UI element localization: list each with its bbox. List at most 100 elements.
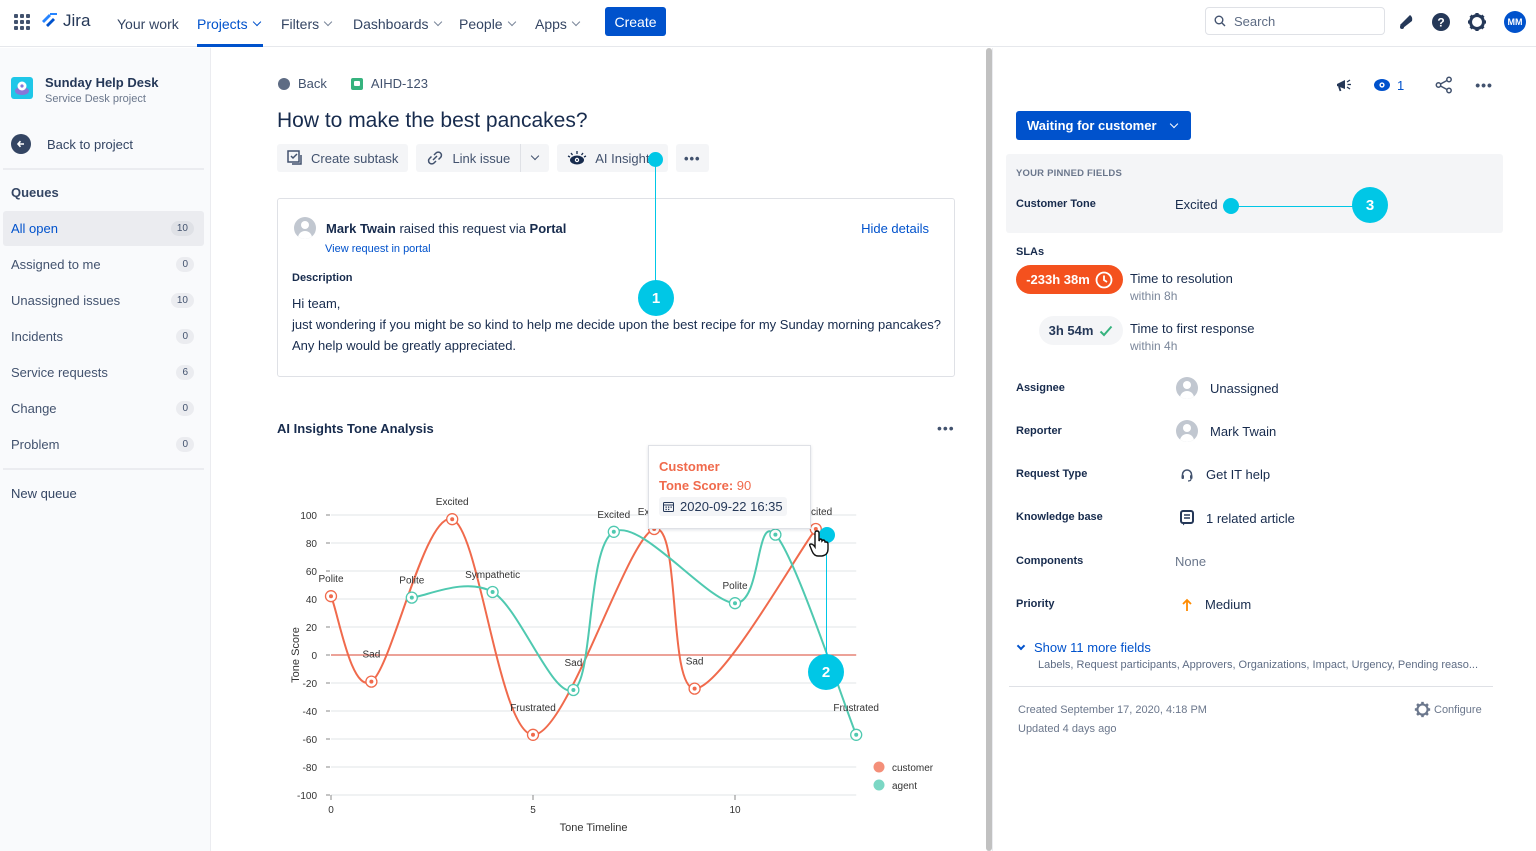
priority-label: Priority bbox=[1016, 598, 1055, 610]
tone-analysis-chart[interactable]: 100 80 60 40 20 0 -20 -40 -60 -80 -100 0 5 10 Tone Tim… bbox=[212, 48, 986, 851]
create-button[interactable]: Create bbox=[605, 7, 666, 36]
raised-text: Mark Twain raised this request via Porta… bbox=[326, 221, 566, 236]
chevron-down-icon bbox=[1169, 119, 1178, 128]
reporter-name[interactable]: Mark Twain bbox=[326, 220, 396, 236]
user-avatar[interactable]: MM bbox=[1504, 11, 1526, 33]
back-arrow-icon[interactable] bbox=[278, 77, 290, 90]
nav-your-work[interactable]: Your work bbox=[117, 0, 179, 47]
share-icon[interactable] bbox=[1434, 75, 1454, 95]
chart-more-icon[interactable]: ••• bbox=[937, 420, 955, 436]
channel-name: Portal bbox=[529, 220, 567, 236]
notifications-icon[interactable] bbox=[1396, 12, 1416, 32]
reporter-value[interactable]: Mark Twain bbox=[1176, 420, 1276, 442]
customer-tone-value[interactable]: Excited bbox=[1175, 197, 1218, 212]
assignee-value[interactable]: Unassigned bbox=[1176, 377, 1279, 399]
description-label: Description bbox=[292, 272, 353, 284]
queue-label: Change bbox=[11, 401, 57, 416]
annotation-dot-3 bbox=[1223, 198, 1239, 214]
point-label: Excited bbox=[597, 510, 630, 521]
annotation-marker-3: 3 bbox=[1352, 187, 1388, 223]
queue-item-assigned-to-me[interactable]: Assigned to me 0 bbox=[3, 247, 204, 282]
issue-details-panel: 1 ••• Waiting for customer YOUR PINNED F… bbox=[993, 48, 1536, 851]
legend-swatch-agent[interactable] bbox=[873, 779, 885, 791]
new-queue-link[interactable]: New queue bbox=[11, 486, 77, 501]
pinned-fields-heading: YOUR PINNED FIELDS bbox=[1016, 168, 1122, 179]
link-issue-button[interactable]: Link issue bbox=[416, 144, 520, 172]
queue-count: 0 bbox=[176, 257, 194, 272]
search-placeholder: Search bbox=[1234, 13, 1276, 29]
show-more-label: Show 11 more fields bbox=[1034, 640, 1151, 655]
legend-label-agent[interactable]: agent bbox=[892, 781, 917, 792]
description-text[interactable]: Hi team, just wondering if you might be … bbox=[292, 293, 941, 356]
queue-item-unassigned-issues[interactable]: Unassigned issues 10 bbox=[3, 283, 204, 318]
point-label: Excited bbox=[799, 507, 832, 518]
settings-gear-icon[interactable] bbox=[1467, 12, 1487, 32]
legend-label-customer[interactable]: customer bbox=[892, 763, 934, 774]
queue-label: All open bbox=[11, 221, 58, 236]
priority-value[interactable]: Medium bbox=[1181, 597, 1251, 612]
components-value[interactable]: None bbox=[1175, 554, 1206, 569]
queue-item-all-open[interactable]: All open 10 bbox=[3, 211, 204, 246]
raised-via-text: raised this request via bbox=[395, 220, 530, 236]
subtask-icon bbox=[287, 150, 302, 165]
queue-label: Problem bbox=[11, 437, 60, 452]
queue-item-problem[interactable]: Problem 0 bbox=[3, 427, 204, 462]
queue-item-change[interactable]: Change 0 bbox=[3, 391, 204, 426]
back-link[interactable]: Back bbox=[298, 76, 327, 91]
queue-item-service-requests[interactable]: Service requests 6 bbox=[3, 355, 204, 390]
jira-logo[interactable]: Jira bbox=[40, 11, 90, 31]
nav-label: Dashboards bbox=[353, 15, 429, 32]
nav-people[interactable]: People bbox=[459, 0, 516, 47]
knowledge-base-value[interactable]: 1 related article bbox=[1180, 510, 1295, 526]
nav-projects[interactable]: Projects bbox=[197, 0, 263, 47]
priority-medium-arrow-up-icon bbox=[1182, 598, 1192, 611]
issue-title[interactable]: How to make the best pancakes? bbox=[277, 109, 588, 132]
project-header[interactable]: Sunday Help Desk Service Desk project bbox=[11, 75, 158, 105]
issue-key[interactable]: AIHD-123 bbox=[370, 76, 428, 91]
create-subtask-button[interactable]: Create subtask bbox=[277, 144, 409, 172]
queue-count: 0 bbox=[176, 401, 194, 416]
more-options-icon[interactable]: ••• bbox=[1475, 77, 1493, 93]
eye-insights-icon bbox=[567, 151, 587, 165]
components-label: Components bbox=[1016, 555, 1084, 567]
nav-apps[interactable]: Apps bbox=[535, 0, 581, 47]
y-tick-label: 100 bbox=[300, 511, 317, 522]
tooltip-score-value: 90 bbox=[736, 478, 752, 493]
queue-item-incidents[interactable]: Incidents 0 bbox=[3, 319, 204, 354]
series-line-agent bbox=[411, 529, 858, 736]
components-text: None bbox=[1175, 554, 1207, 569]
reporter-avatar bbox=[1176, 420, 1198, 442]
status-dropdown-button[interactable]: Waiting for customer bbox=[1016, 111, 1191, 140]
search-input[interactable]: Search bbox=[1205, 7, 1385, 35]
link-issue-label: Link issue bbox=[452, 150, 511, 166]
panel-resize-scrollbar[interactable] bbox=[986, 48, 992, 851]
nav-filters[interactable]: Filters bbox=[281, 0, 333, 47]
description-line: Hi team, bbox=[292, 296, 341, 311]
gear-icon bbox=[1414, 701, 1431, 718]
back-to-project-link[interactable]: Back to project bbox=[11, 134, 133, 154]
chevron-down-icon bbox=[433, 17, 442, 26]
ai-insights-label: AI Insights bbox=[595, 150, 656, 166]
panel-border bbox=[992, 48, 993, 851]
view-request-in-portal-link[interactable]: View request in portal bbox=[325, 243, 431, 255]
more-actions-button[interactable]: ••• bbox=[675, 144, 709, 172]
hide-details-link[interactable]: Hide details bbox=[861, 221, 929, 236]
calendar-icon bbox=[663, 502, 674, 512]
help-icon[interactable]: ? bbox=[1431, 12, 1451, 32]
point-label: Frustrated bbox=[510, 703, 556, 714]
show-more-fields-button[interactable]: Show 11 more fields bbox=[1016, 640, 1151, 655]
point-label: Excited bbox=[436, 497, 469, 508]
legend-swatch-customer[interactable] bbox=[873, 761, 885, 773]
nav-dashboards[interactable]: Dashboards bbox=[353, 0, 442, 47]
sla-time-to-first-response-badge: 3h 54m bbox=[1039, 316, 1123, 345]
annotation-dot-1 bbox=[648, 152, 663, 167]
tooltip-score-label: Tone Score: bbox=[659, 478, 734, 493]
queue-label: Unassigned issues bbox=[11, 293, 121, 308]
feedback-megaphone-icon[interactable] bbox=[1333, 74, 1355, 96]
watchers-button[interactable]: 1 bbox=[1373, 78, 1404, 93]
request-type-value[interactable]: Get IT help bbox=[1180, 467, 1270, 482]
app-switcher-icon[interactable] bbox=[14, 14, 30, 30]
article-icon bbox=[1180, 510, 1194, 526]
y-tick-label: -40 bbox=[303, 707, 318, 718]
configure-button[interactable]: Configure bbox=[1414, 701, 1482, 718]
